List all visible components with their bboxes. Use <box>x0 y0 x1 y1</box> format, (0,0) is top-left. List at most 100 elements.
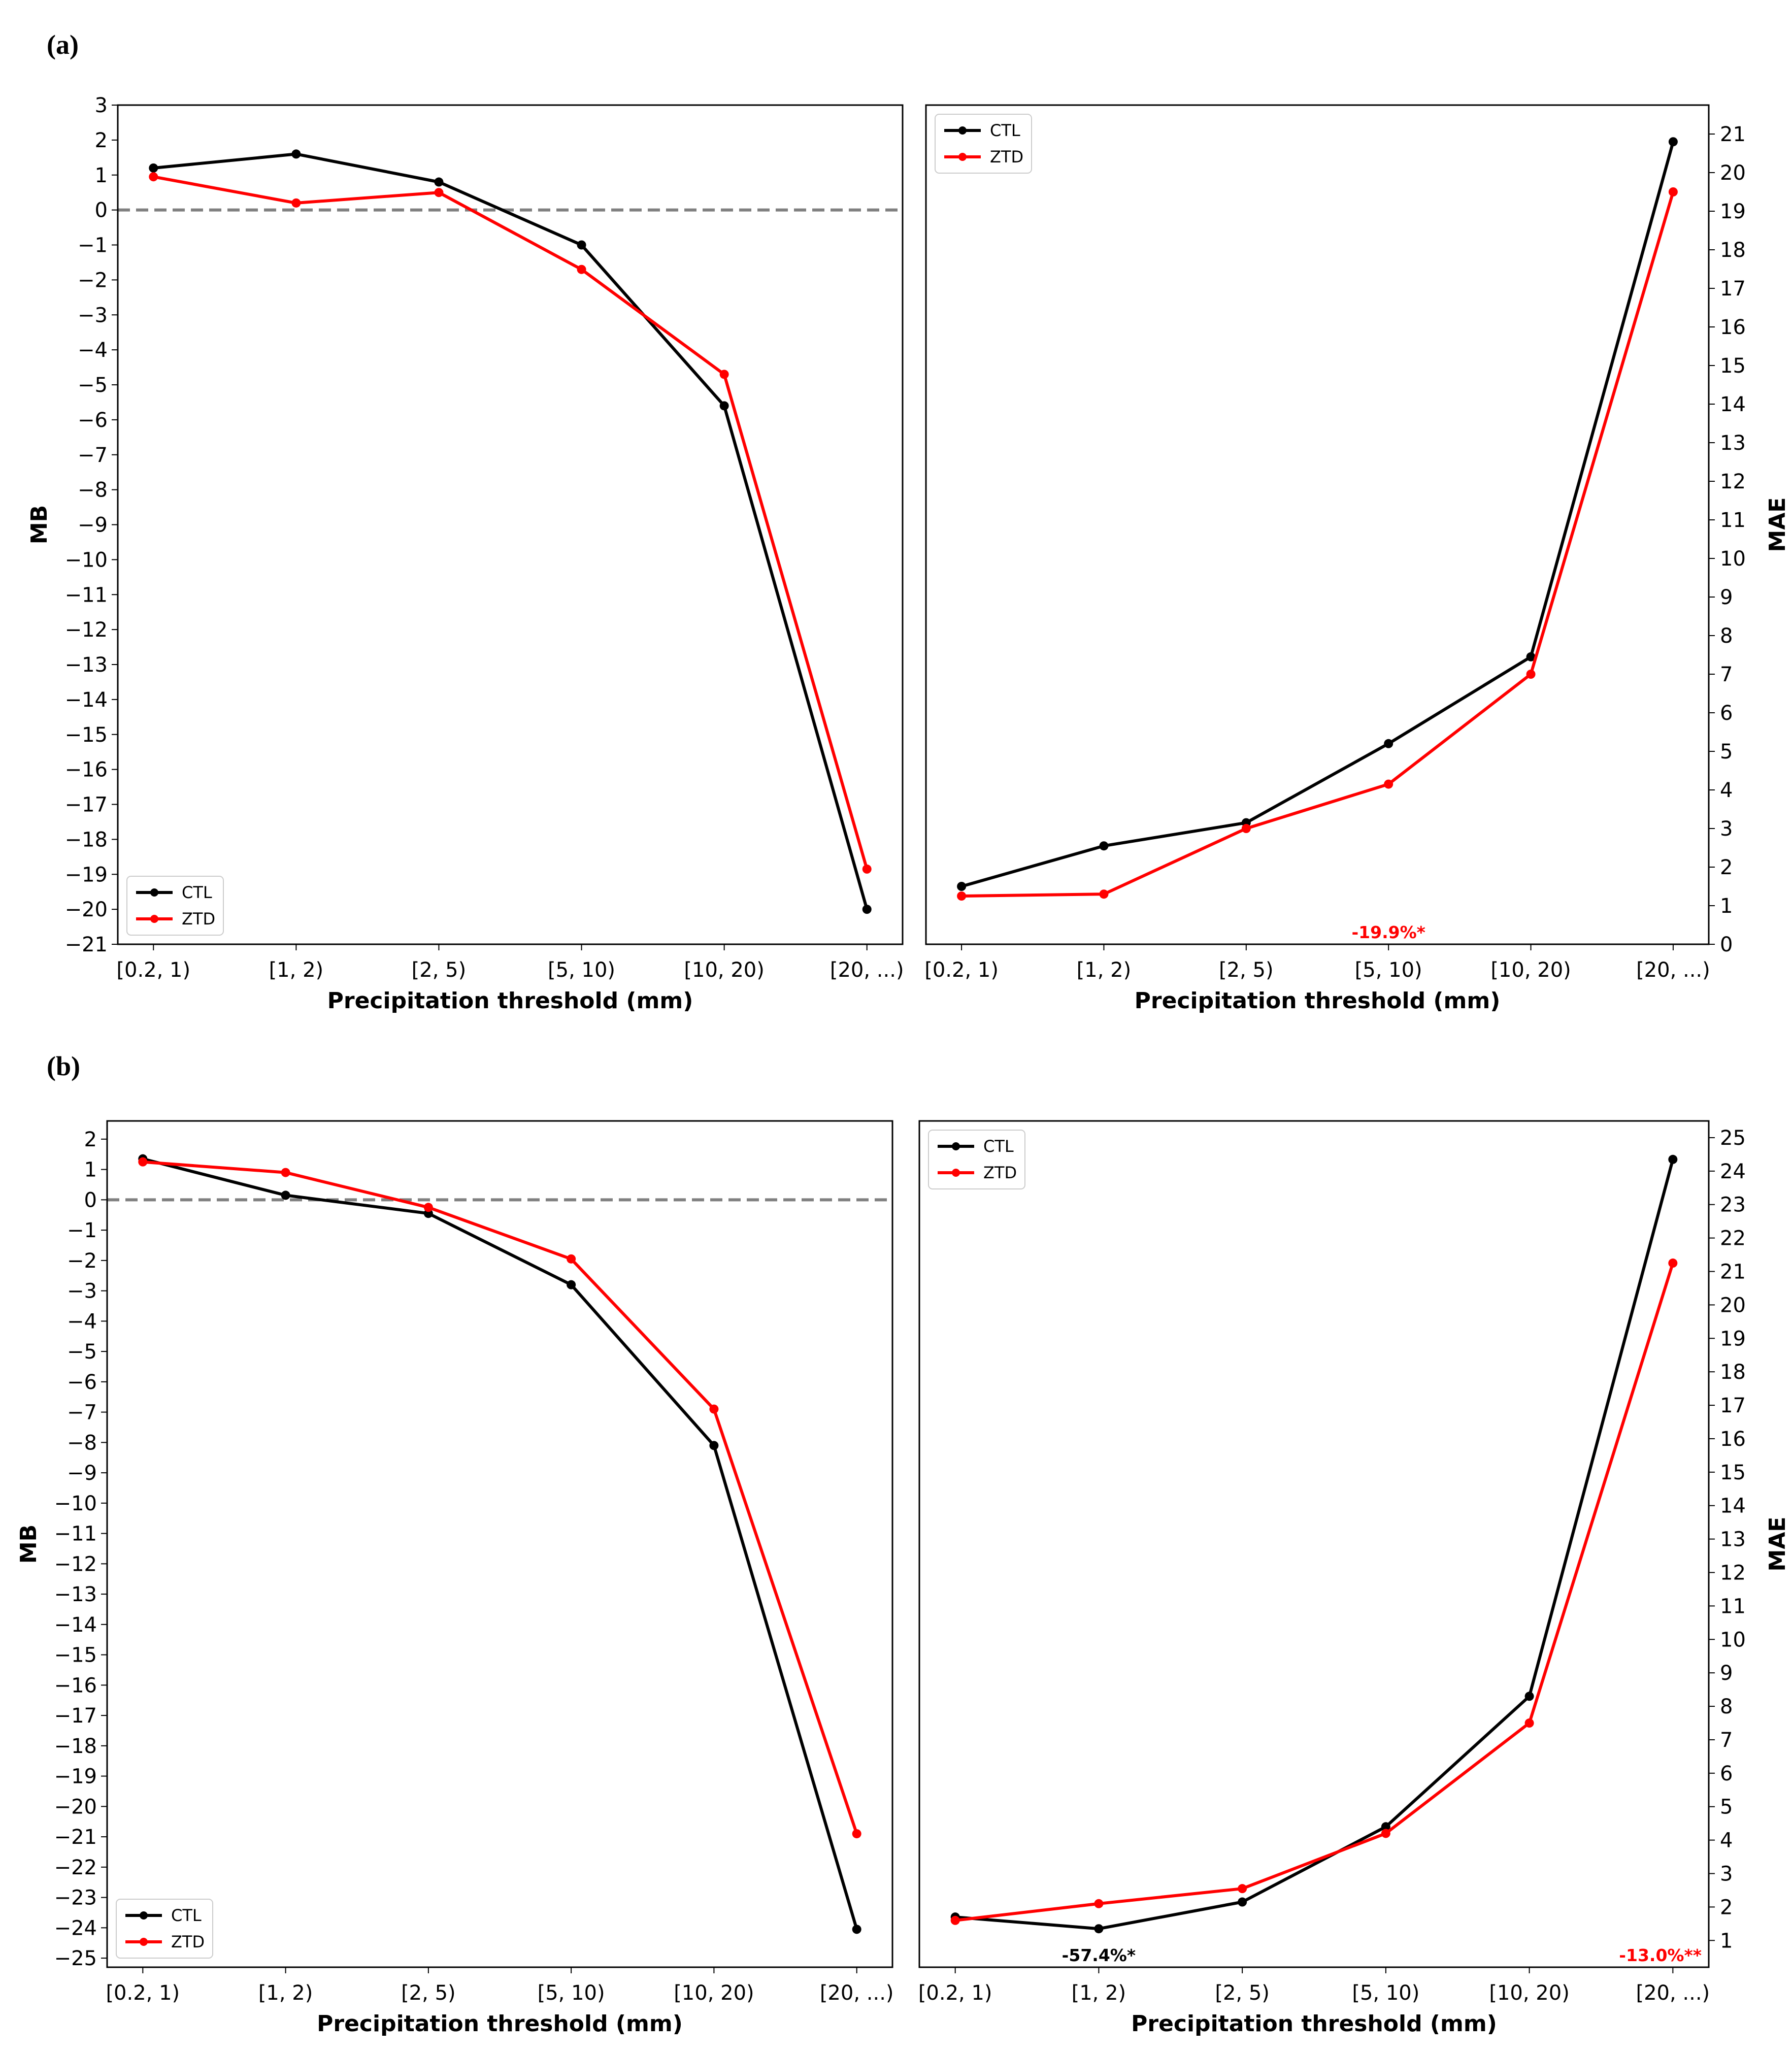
y-tick-label: 6 <box>1720 1762 1733 1785</box>
y-tick-label: −12 <box>65 618 108 642</box>
data-point-ctl <box>577 240 586 250</box>
x-tick-label: [0.2, 1) <box>924 958 999 982</box>
data-point-ztd <box>1094 1899 1104 1908</box>
legend-marker-ztd <box>952 1169 960 1177</box>
x-tick-label: [0.2, 1) <box>106 1981 180 2005</box>
x-tick-label: [10, 20) <box>1490 958 1571 982</box>
y-tick-label: 4 <box>1720 779 1733 802</box>
y-tick-label: −11 <box>65 583 108 607</box>
y-tick-label: −4 <box>67 1310 97 1333</box>
legend-marker-ctl <box>150 888 158 897</box>
data-point-ztd <box>291 198 301 208</box>
y-tick-label: −19 <box>65 863 108 886</box>
significance-annotation: -13.0%** <box>1619 1945 1702 1965</box>
y-tick-label: −24 <box>54 1916 97 1940</box>
y-tick-label: 18 <box>1720 1361 1746 1384</box>
y-tick-label: 21 <box>1720 123 1746 146</box>
y-tick-label: −20 <box>54 1795 97 1818</box>
x-tick-label: [10, 20) <box>684 958 764 982</box>
y-tick-label: 1 <box>95 164 108 187</box>
y-tick-label: 25 <box>1720 1127 1746 1150</box>
x-tick-label: [20, ...) <box>1636 958 1710 982</box>
y-tick-label: 2 <box>1720 856 1733 879</box>
y-tick-label: 9 <box>1720 586 1733 609</box>
y-tick-label: −15 <box>54 1644 97 1667</box>
data-point-ztd <box>1668 1259 1678 1268</box>
y-tick-label: 0 <box>95 199 108 222</box>
data-point-ztd <box>567 1254 576 1264</box>
data-point-ztd <box>434 188 444 197</box>
y-tick-label: 20 <box>1720 161 1746 185</box>
y-tick-label: 3 <box>1720 817 1733 841</box>
y-tick-label: 15 <box>1720 354 1746 378</box>
y-tick-label: −12 <box>54 1552 97 1576</box>
x-axis-title: Precipitation threshold (mm) <box>317 2011 683 2037</box>
y-tick-label: −10 <box>65 548 108 572</box>
y-tick-label: 1 <box>84 1159 97 1182</box>
y-tick-label: −14 <box>54 1613 97 1637</box>
y-tick-label: −22 <box>54 1856 97 1879</box>
data-point-ctl <box>149 163 158 173</box>
data-point-ztd <box>862 864 872 874</box>
y-tick-label: −7 <box>67 1401 97 1425</box>
y-tick-label: −19 <box>54 1765 97 1789</box>
y-tick-label: 13 <box>1720 1528 1746 1551</box>
x-tick-label: [1, 2) <box>258 1981 313 2005</box>
y-tick-label: −2 <box>78 269 108 292</box>
y-tick-label: −20 <box>65 898 108 921</box>
y-tick-label: −8 <box>67 1431 97 1454</box>
data-point-ctl <box>1094 1924 1104 1934</box>
legend-label-ztd: ZTD <box>990 147 1023 167</box>
chart-b-mae: 1234567891011121314151617181920212223242… <box>918 1120 1790 2037</box>
y-tick-label: 22 <box>1720 1227 1746 1250</box>
y-tick-label: 8 <box>1720 1695 1733 1718</box>
data-point-ztd <box>1099 889 1109 899</box>
y-tick-label: 21 <box>1720 1261 1746 1284</box>
legend-marker-ztd <box>140 1938 148 1946</box>
x-tick-label: [2, 5) <box>401 1981 456 2005</box>
y-tick-label: 3 <box>1720 1863 1733 1886</box>
data-point-ctl <box>1381 1822 1390 1832</box>
legend-label-ztd: ZTD <box>182 909 215 929</box>
x-tick-label: [2, 5) <box>1215 1981 1270 2005</box>
data-point-ztd <box>1526 670 1536 679</box>
y-tick-label: −16 <box>65 758 108 782</box>
y-tick-label: −17 <box>65 793 108 817</box>
y-tick-label: 19 <box>1720 1327 1746 1350</box>
y-tick-label: −7 <box>78 444 108 467</box>
x-tick-label: [5, 10) <box>548 958 615 982</box>
y-tick-label: 5 <box>1720 1796 1733 1819</box>
legend-label-ztd: ZTD <box>983 1163 1017 1182</box>
y-tick-label: 3 <box>95 94 108 117</box>
y-tick-label: −18 <box>54 1735 97 1758</box>
y-tick-label: 14 <box>1720 393 1746 416</box>
y-tick-label: 13 <box>1720 432 1746 455</box>
x-tick-label: [5, 10) <box>1355 958 1422 982</box>
series-line-ztd <box>143 1160 858 1835</box>
y-tick-label: 10 <box>1720 1628 1746 1651</box>
y-tick-label: −23 <box>54 1886 97 1910</box>
x-tick-label: [0.2, 1) <box>116 958 190 982</box>
y-tick-label: −15 <box>65 723 108 747</box>
y-tick-label: 5 <box>1720 740 1733 764</box>
y-axis-title: MB <box>16 1525 42 1564</box>
data-point-ztd <box>1384 779 1393 789</box>
y-tick-label: 10 <box>1720 547 1746 571</box>
x-tick-label: [2, 5) <box>1219 958 1274 982</box>
y-tick-label: 4 <box>1720 1829 1733 1852</box>
y-tick-label: −1 <box>67 1219 97 1242</box>
panel-label-a: (a) <box>47 29 79 60</box>
data-point-ztd <box>1524 1718 1534 1728</box>
data-point-ctl <box>434 177 444 187</box>
x-axis-title: Precipitation threshold (mm) <box>1135 988 1501 1014</box>
x-tick-label: [20, ...) <box>1636 1981 1710 2005</box>
legend-label-ctl: CTL <box>182 883 212 902</box>
y-axis-title: MB <box>26 505 52 544</box>
y-tick-label: 0 <box>1720 933 1733 956</box>
y-tick-label: −13 <box>65 653 108 677</box>
panel-label-b: (b) <box>47 1051 80 1081</box>
x-tick-label: [10, 20) <box>1489 1981 1569 2005</box>
data-point-ctl <box>862 905 872 914</box>
legend-marker-ctl <box>958 126 967 135</box>
